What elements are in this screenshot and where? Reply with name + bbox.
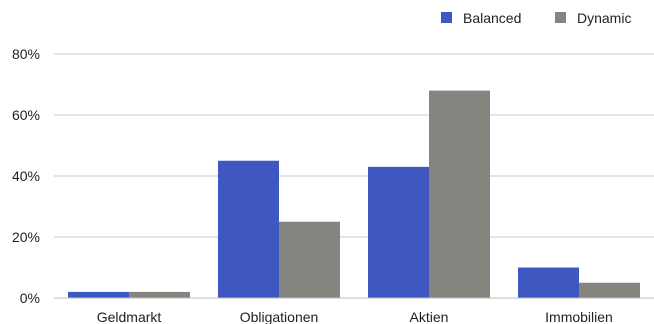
y-tick-label: 0%: [20, 290, 40, 306]
legend-label-balanced: Balanced: [463, 10, 521, 26]
bar-balanced-immobilien: [518, 267, 579, 298]
bar-dynamic-aktien: [429, 90, 490, 298]
legend-swatch-dynamic: [555, 12, 566, 23]
bar-balanced-obligationen: [218, 160, 279, 298]
bar-dynamic-geldmarkt: [129, 291, 190, 298]
bar-dynamic-obligationen: [279, 221, 340, 298]
y-tick-label: 20%: [12, 229, 40, 245]
bar-balanced-aktien: [368, 166, 429, 298]
legend-label-dynamic: Dynamic: [577, 10, 631, 26]
y-tick-label: 40%: [12, 168, 40, 184]
legend-swatch-balanced: [441, 12, 452, 23]
axes: 0% 20% 40% 60% 80% Geldmarkt Obligationen Aktie…: [12, 46, 654, 324]
y-tick-label: 60%: [12, 107, 40, 123]
x-tick-label: Geldmarkt: [97, 309, 162, 324]
y-tick-label: 80%: [12, 46, 40, 62]
bar-balanced-geldmarkt: [68, 291, 129, 298]
legend: Balanced Dynamic: [441, 10, 631, 26]
x-tick-label: Immobilien: [545, 309, 613, 324]
gridlines: [54, 53, 654, 299]
x-tick-label: Aktien: [410, 309, 449, 324]
bar-dynamic-immobilien: [579, 282, 640, 298]
x-tick-label: Obligationen: [240, 309, 319, 324]
bars: [68, 90, 640, 298]
